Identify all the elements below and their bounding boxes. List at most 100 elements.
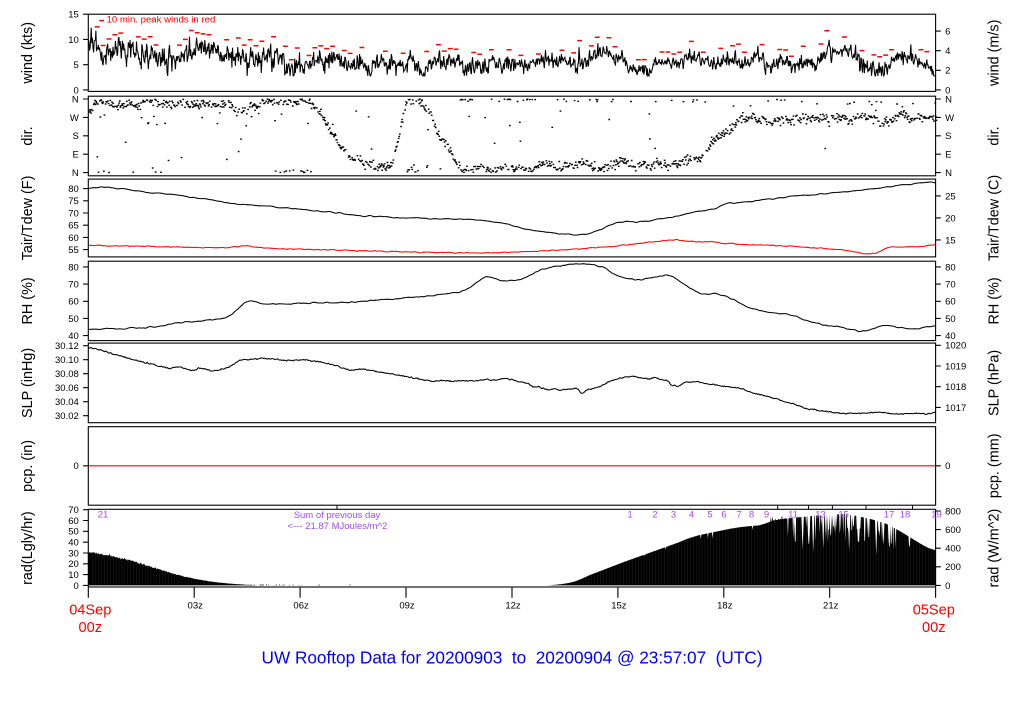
svg-text:40: 40 [68, 331, 79, 342]
svg-text:05Sep: 05Sep [913, 603, 955, 619]
svg-text:60: 60 [68, 516, 79, 527]
svg-text:dir.: dir. [987, 126, 1003, 145]
svg-text:18z: 18z [717, 600, 733, 611]
svg-text:4: 4 [945, 46, 950, 57]
svg-text:17: 17 [884, 510, 895, 521]
svg-text:80: 80 [68, 262, 79, 273]
svg-text:21: 21 [98, 510, 109, 521]
svg-text:80: 80 [68, 184, 79, 195]
svg-text:15: 15 [68, 10, 79, 21]
svg-text:50: 50 [945, 314, 956, 325]
svg-text:30: 30 [68, 548, 79, 559]
svg-text:8: 8 [749, 510, 754, 521]
svg-text:1018: 1018 [945, 382, 966, 393]
svg-text:15z: 15z [611, 600, 627, 611]
svg-text:600: 600 [945, 525, 961, 536]
svg-text:30.08: 30.08 [55, 369, 79, 380]
svg-text:80: 80 [945, 262, 956, 273]
svg-text:40: 40 [945, 331, 956, 342]
svg-text:60: 60 [68, 233, 79, 244]
svg-text:rad (W/m^2): rad (W/m^2) [987, 509, 1003, 588]
svg-text:N: N [72, 168, 79, 179]
svg-text:9: 9 [764, 510, 769, 521]
svg-text:wind (m/s): wind (m/s) [987, 20, 1003, 87]
svg-text:7: 7 [736, 510, 741, 521]
svg-text:18: 18 [900, 510, 911, 521]
svg-text:25: 25 [945, 191, 956, 202]
svg-text:1020: 1020 [945, 341, 966, 352]
svg-text:50: 50 [68, 314, 79, 325]
svg-text:wind (kts): wind (kts) [20, 22, 36, 85]
svg-text:800: 800 [945, 506, 961, 517]
svg-text:13: 13 [815, 510, 826, 521]
svg-text:50: 50 [68, 527, 79, 538]
svg-text:5: 5 [74, 60, 79, 71]
svg-text:W: W [70, 113, 79, 124]
svg-text:12z: 12z [505, 600, 521, 611]
svg-text:60: 60 [68, 297, 79, 308]
svg-text:1: 1 [627, 510, 632, 521]
svg-text:N: N [72, 94, 79, 105]
svg-text:UW Rooftop Data for 20200903: UW Rooftop Data for 20200903 to 20200904… [262, 648, 763, 668]
svg-text:70: 70 [68, 208, 79, 219]
svg-text:65: 65 [68, 221, 79, 232]
svg-text:dir.: dir. [20, 126, 36, 145]
svg-text:1017: 1017 [945, 403, 966, 414]
svg-text:0: 0 [945, 461, 950, 472]
svg-text:30.04: 30.04 [55, 397, 79, 408]
svg-text:30.12: 30.12 [55, 341, 79, 352]
svg-text:40: 40 [68, 538, 79, 549]
svg-text:10: 10 [68, 570, 79, 581]
svg-text:rad(Lgly/hr): rad(Lgly/hr) [20, 511, 36, 585]
svg-text:06z: 06z [293, 600, 309, 611]
svg-text:75: 75 [68, 196, 79, 207]
svg-text:<--- 21.87 MJoules/m^2: <--- 21.87 MJoules/m^2 [288, 521, 388, 532]
svg-text:RH (%): RH (%) [20, 277, 36, 324]
svg-text:20: 20 [68, 559, 79, 570]
svg-text:04Sep: 04Sep [69, 603, 111, 619]
svg-text:70: 70 [68, 505, 79, 516]
svg-text:0: 0 [945, 85, 950, 96]
svg-text:2: 2 [652, 510, 657, 521]
svg-text:00z: 00z [922, 620, 946, 636]
svg-text:2: 2 [945, 66, 950, 77]
svg-text:30.02: 30.02 [55, 411, 79, 422]
svg-text:SLP (hPa): SLP (hPa) [987, 350, 1003, 416]
svg-text:1019: 1019 [945, 361, 966, 372]
svg-text:20: 20 [945, 213, 956, 224]
svg-text:30.06: 30.06 [55, 383, 79, 394]
svg-text:E: E [945, 150, 951, 161]
svg-text:0: 0 [945, 581, 950, 592]
svg-text:19: 19 [931, 510, 942, 521]
svg-text:0: 0 [74, 581, 79, 592]
svg-text:70: 70 [945, 280, 956, 291]
svg-text:70: 70 [68, 280, 79, 291]
svg-text:Tair/Tdew (F): Tair/Tdew (F) [20, 176, 36, 261]
svg-text:400: 400 [945, 544, 961, 555]
svg-text:RH (%): RH (%) [987, 277, 1003, 324]
svg-text:0: 0 [74, 85, 79, 96]
svg-text:pcp. (mm): pcp. (mm) [987, 434, 1003, 499]
svg-text:55: 55 [68, 245, 79, 256]
svg-text:S: S [72, 131, 78, 142]
svg-text:5: 5 [707, 510, 712, 521]
svg-text:00z: 00z [79, 620, 103, 636]
svg-text:6: 6 [945, 27, 950, 38]
svg-text:3: 3 [671, 510, 676, 521]
svg-text:E: E [72, 150, 78, 161]
svg-text:09z: 09z [399, 600, 415, 611]
svg-text:SLP (inHg): SLP (inHg) [20, 348, 36, 418]
svg-text:11: 11 [788, 510, 798, 521]
svg-text:21z: 21z [823, 600, 839, 611]
svg-text:200: 200 [945, 562, 961, 573]
svg-text:10: 10 [68, 35, 79, 46]
svg-text:6: 6 [721, 510, 726, 521]
svg-text:15: 15 [838, 510, 849, 521]
svg-text:pcp. (in): pcp. (in) [20, 440, 36, 492]
svg-text:4: 4 [689, 510, 694, 521]
svg-text:30.10: 30.10 [55, 355, 79, 366]
svg-text:Tair/Tdew (C): Tair/Tdew (C) [987, 175, 1003, 261]
svg-text:N: N [945, 94, 952, 105]
svg-text:Sum of previous day: Sum of previous day [294, 510, 381, 521]
svg-text:N: N [945, 168, 952, 179]
